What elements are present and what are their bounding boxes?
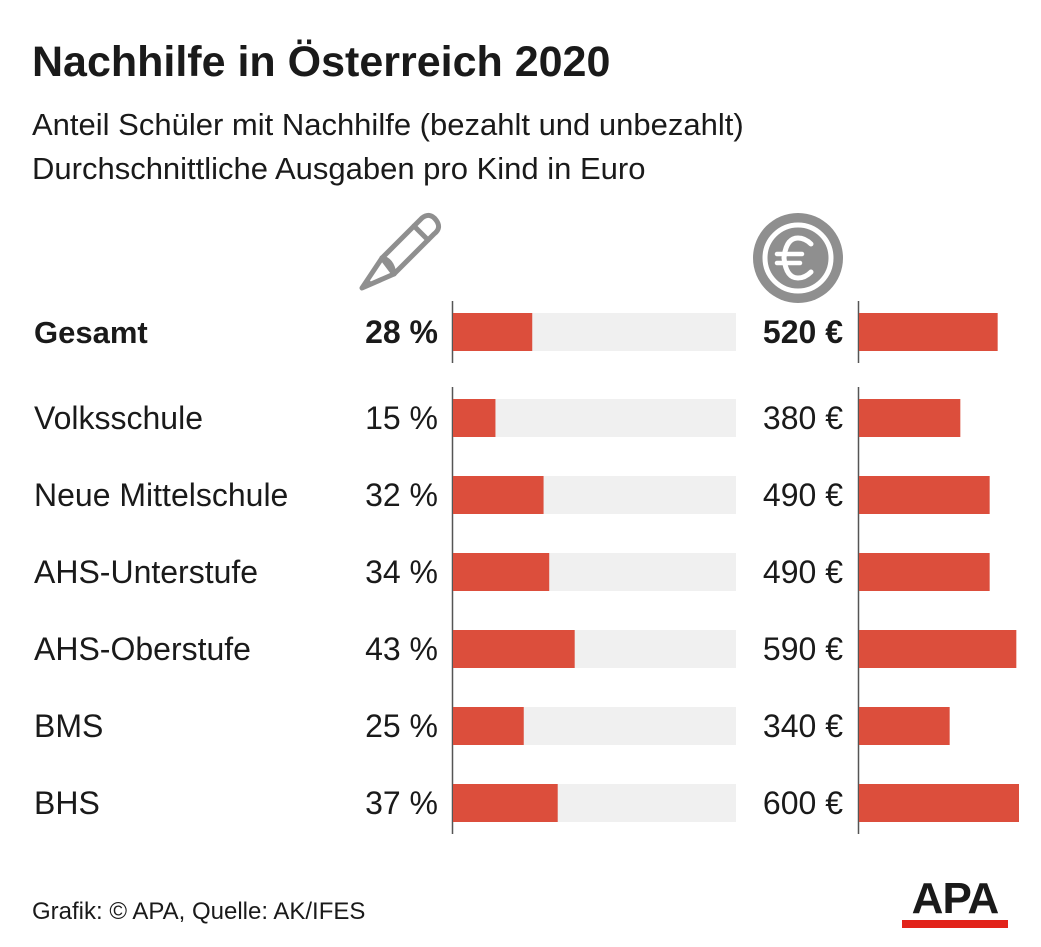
apa-logo-text: APA [911,874,1000,923]
euro-coin-icon [753,213,843,303]
share-bar [453,784,558,822]
spending-value-label: 600 € [763,785,843,821]
spending-bar [859,784,1019,822]
share-bar [453,313,533,351]
subtitle-line-spending: Durchschnittliche Ausgaben pro Kind in E… [32,151,646,186]
chart-title: Nachhilfe in Österreich 2020 [32,38,611,86]
spending-value-label: 490 € [763,477,843,513]
spending-bar [859,476,990,514]
category-label: BHS [34,785,100,821]
apa-logo: APA [898,876,1012,928]
spending-bar [859,313,998,351]
share-bar-track [453,399,736,437]
category-label: AHS-Unterstufe [34,554,258,590]
spending-value-label: 380 € [763,400,843,436]
category-label: Gesamt [34,315,148,350]
share-value-label: 43 % [365,631,438,667]
share-bar [453,553,550,591]
category-label: AHS-Oberstufe [34,631,251,667]
category-label: Neue Mittelschule [34,477,288,513]
category-label: BMS [34,708,103,744]
share-bar [453,476,544,514]
apa-logo-bar [902,920,1008,928]
spending-value-label: 520 € [763,314,843,350]
share-value-label: 15 % [365,400,438,436]
pencil-icon [359,212,442,291]
share-bar [453,399,496,437]
spending-bar [859,399,961,437]
share-bar [453,630,575,668]
share-value-label: 25 % [365,708,438,744]
spending-value-label: 590 € [763,631,843,667]
share-value-label: 34 % [365,554,438,590]
share-value-label: 37 % [365,785,438,821]
chart-subtitle: Anteil Schüler mit Nachhilfe (bezahlt un… [32,103,744,191]
share-value-label: 28 % [365,314,438,350]
spending-bar [859,630,1017,668]
share-bar [453,707,524,745]
spending-value-label: 490 € [763,554,843,590]
spending-bar [859,553,990,591]
share-value-label: 32 % [365,477,438,513]
source-credit: Grafik: © APA, Quelle: AK/IFES [32,898,366,925]
spending-bar [859,707,950,745]
subtitle-line-share: Anteil Schüler mit Nachhilfe (bezahlt un… [32,107,744,142]
spending-value-label: 340 € [763,708,843,744]
category-label: Volksschule [34,400,203,436]
